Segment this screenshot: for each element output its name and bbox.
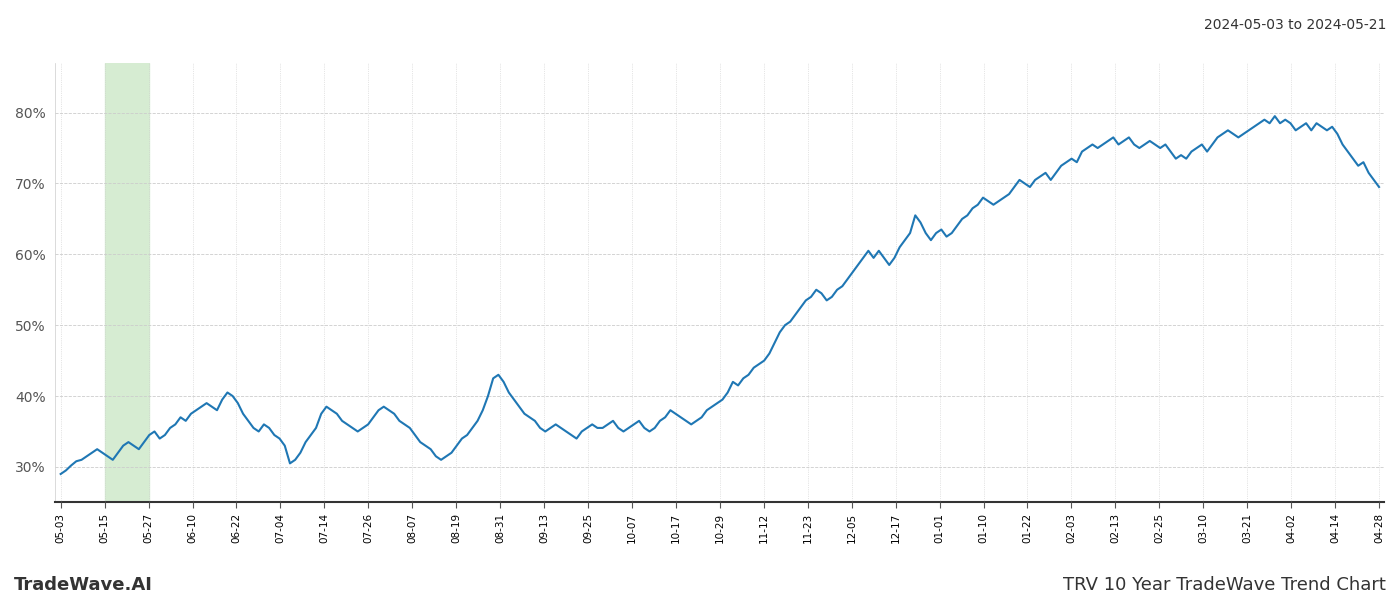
- Text: TRV 10 Year TradeWave Trend Chart: TRV 10 Year TradeWave Trend Chart: [1063, 576, 1386, 594]
- Text: TradeWave.AI: TradeWave.AI: [14, 576, 153, 594]
- Bar: [105, 63, 148, 502]
- Text: 2024-05-03 to 2024-05-21: 2024-05-03 to 2024-05-21: [1204, 18, 1386, 32]
